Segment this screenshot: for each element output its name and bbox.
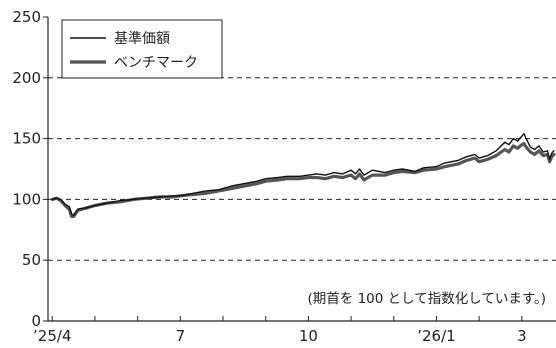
x-tick-label-0: ’25/4 [33,327,71,345]
x-tick-label-3: ’26/1 [417,327,455,345]
series-line-1 [50,141,556,218]
grid-lines [48,77,556,261]
legend-box [61,19,223,79]
x-tick-label-1: 7 [176,327,186,345]
legend-label-0: 基準価額 [114,30,170,47]
y-tick-label-250: 250 [12,8,41,26]
y-tick-label-0: 0 [31,312,41,330]
y-tick-label-200: 200 [12,69,41,87]
axes: 0 50 100 150 200 250 ’25/4 7 10 ’26/1 3 [12,8,556,345]
x-tick-label-2: 10 [299,327,318,345]
y-tick-label-100: 100 [12,190,41,208]
legend-label-1: ベンチマーク [114,55,198,71]
y-tick-label-50: 50 [22,251,41,269]
series-lines [50,133,556,218]
index-note: (期首を 100 として指数化しています。) [308,291,546,307]
x-tick-label-4: 3 [517,327,527,345]
series-line-0 [51,133,555,216]
y-tick-label-150: 150 [12,130,41,148]
